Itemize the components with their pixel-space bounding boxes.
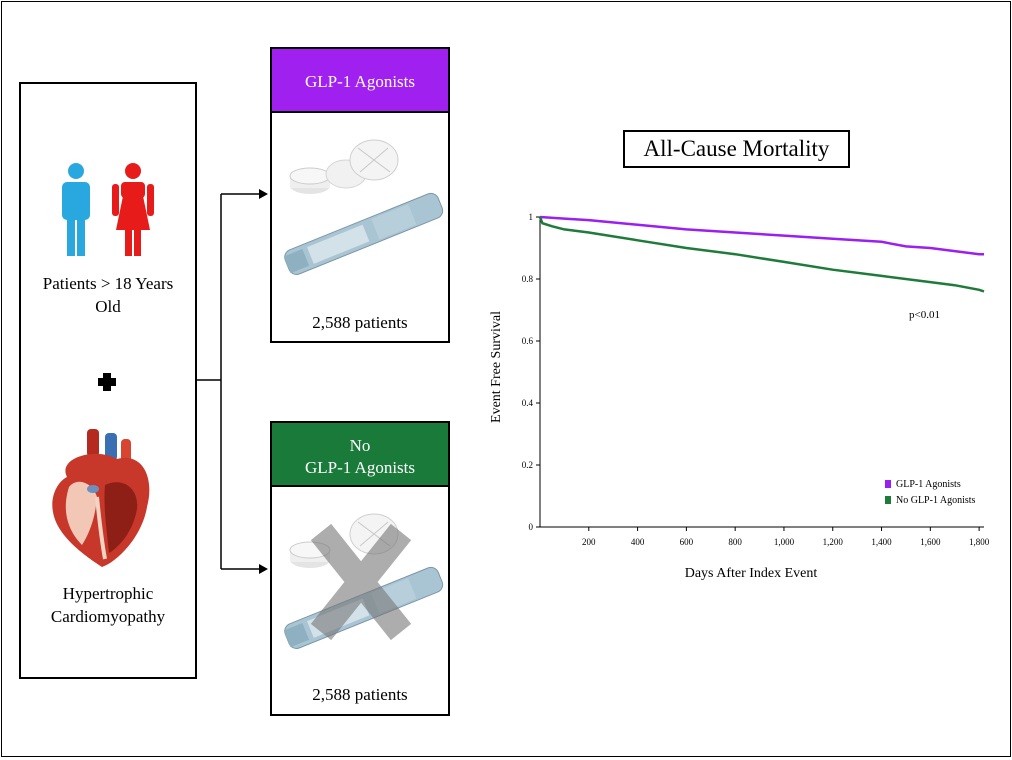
y-tick-label: 0.4 — [522, 398, 534, 408]
condition-label-line1: Hypertrophic — [62, 584, 154, 603]
pills-pen-crossed-icon — [283, 513, 444, 649]
pills-pen-icon — [283, 139, 444, 275]
cross-out-icon — [310, 523, 412, 641]
y-tick-label: 0 — [529, 522, 534, 532]
legend-swatch — [885, 496, 891, 504]
legend-entry: GLP-1 Agonists — [896, 479, 961, 490]
x-tick-label: 1,000 — [774, 537, 795, 547]
no-glp1-header: No GLP-1 Agonists — [270, 421, 450, 486]
patients-icon — [62, 163, 154, 256]
x-tick-label: 200 — [582, 537, 596, 547]
no-glp1-header-line2: GLP-1 Agonists — [304, 458, 416, 477]
female-icon — [112, 163, 154, 256]
y-tick-label: 0.6 — [522, 336, 534, 346]
no-glp1-header-line1: No — [349, 436, 371, 455]
x-tick-label: 1,800 — [969, 537, 990, 547]
no-glp1-box: 2,588 patients — [270, 485, 450, 716]
glp1-header: GLP-1 Agonists — [270, 47, 450, 112]
legend-swatch — [885, 480, 891, 488]
p-value-annotation: p<0.01 — [909, 309, 940, 321]
y-tick-label: 0.8 — [522, 274, 534, 284]
x-axis-label: Days After Index Event — [685, 566, 818, 581]
glp1-box: 2,588 patients — [270, 111, 450, 343]
x-tick-label: 1,200 — [823, 537, 844, 547]
glp1-patient-count: 2,588 patients — [312, 313, 408, 332]
y-tick-label: 1 — [529, 212, 534, 222]
heart-icon — [52, 429, 150, 567]
series-line-glp1 — [539, 215, 984, 256]
plus-icon — [98, 373, 116, 391]
x-tick-label: 600 — [680, 537, 694, 547]
male-icon — [62, 163, 90, 256]
chart-title: All-Cause Mortality — [623, 130, 850, 168]
legend-entry: No GLP-1 Agonists — [896, 495, 976, 506]
arrow-head-top — [259, 189, 268, 199]
flow-arrows — [196, 189, 268, 574]
population-label-line1: Patients > 18 Years — [42, 274, 174, 293]
x-tick-label: 800 — [728, 537, 742, 547]
series-line-no-glp1 — [538, 216, 985, 293]
y-axis-label: Event Free Survival — [489, 311, 504, 423]
x-tick-label: 400 — [631, 537, 645, 547]
condition-label-line2: Cardiomyopathy — [50, 607, 166, 626]
y-tick-label: 0.2 — [522, 460, 533, 470]
condition-label: Hypertrophic Cardiomyopathy — [21, 582, 195, 628]
x-tick-label: 1,600 — [920, 537, 941, 547]
no-glp1-patient-count: 2,588 patients — [312, 685, 408, 704]
population-label-line2: Old — [95, 297, 121, 316]
survival-chart: Event Free Survival Days After Index Eve… — [489, 212, 990, 581]
population-label: Patients > 18 Years Old — [21, 272, 195, 318]
x-tick-label: 1,400 — [871, 537, 892, 547]
arrow-head-bottom — [259, 564, 268, 574]
